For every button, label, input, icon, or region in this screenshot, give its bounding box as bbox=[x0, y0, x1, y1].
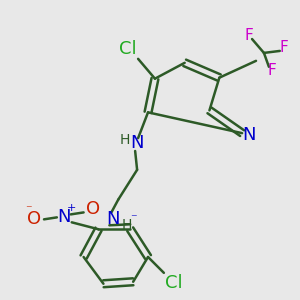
Text: O: O bbox=[86, 200, 100, 218]
Text: F: F bbox=[245, 28, 254, 43]
Text: Cl: Cl bbox=[165, 274, 183, 292]
Text: +: + bbox=[67, 203, 76, 214]
Text: O: O bbox=[27, 210, 41, 228]
Text: F: F bbox=[268, 63, 276, 78]
Text: H: H bbox=[120, 133, 130, 147]
Text: F: F bbox=[279, 40, 288, 56]
Text: ⁻: ⁻ bbox=[130, 212, 136, 225]
Text: H: H bbox=[122, 218, 132, 232]
Text: ⁻: ⁻ bbox=[25, 203, 32, 216]
Text: N: N bbox=[242, 126, 256, 144]
Text: N: N bbox=[106, 210, 120, 228]
Text: N: N bbox=[130, 134, 144, 152]
Text: Cl: Cl bbox=[119, 40, 137, 58]
Text: N: N bbox=[57, 208, 70, 226]
